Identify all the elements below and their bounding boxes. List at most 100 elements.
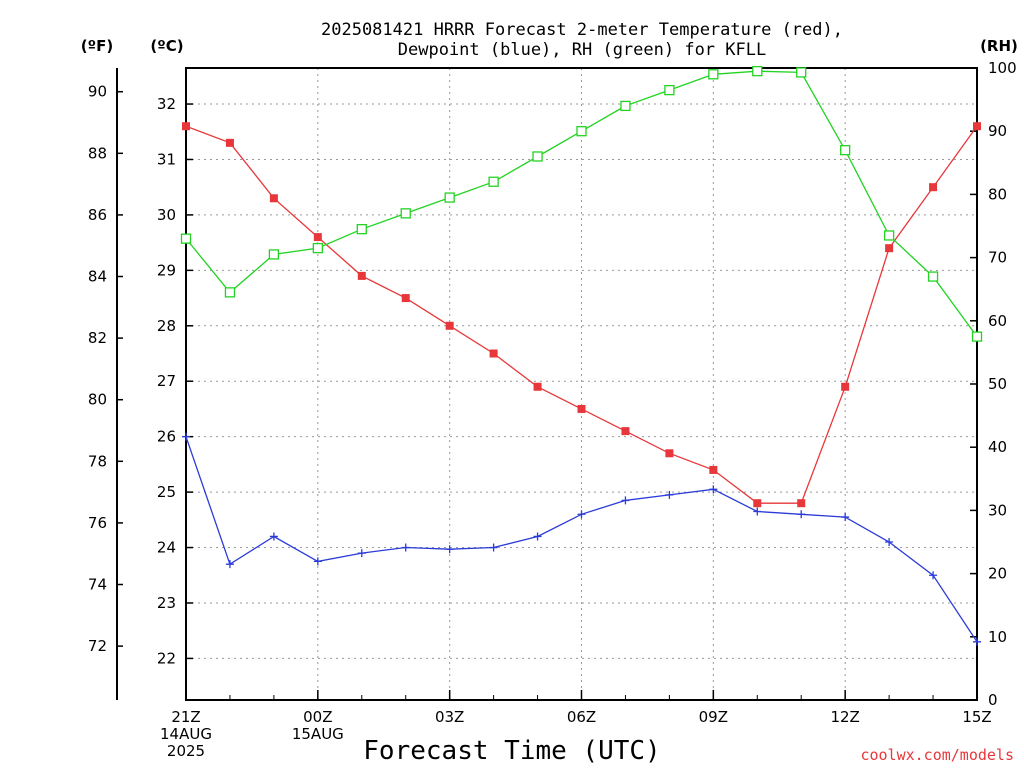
dewpoint-point [533,532,542,541]
rh-tick-label: 30 [988,501,1007,519]
chart-title-line2: Dewpoint (blue), RH (green) for KFLL [398,40,766,60]
temperature-point [357,271,366,280]
rh-tick-label: 0 [988,691,998,709]
celsius-tick-label: 22 [157,649,176,667]
rh-tick-label: 50 [988,375,1007,393]
chart-title-line1: 2025081421 HRRR Forecast 2-meter Tempera… [321,20,843,40]
celsius-tick-label: 24 [157,539,176,557]
temperature-point [621,427,630,436]
rh-tick-label: 60 [988,312,1007,330]
rh-tick-label: 80 [988,185,1007,203]
rh-point [488,176,499,187]
rh-point [840,145,851,156]
celsius-tick-label: 27 [157,372,176,390]
fahrenheit-tick-label: 84 [88,268,107,286]
fahrenheit-tick-label: 86 [88,206,107,224]
rh-point [620,100,631,112]
fahrenheit-unit-label: (ºF) [81,37,113,55]
rh-tick-label: 100 [988,59,1017,77]
dewpoint-point [401,543,410,552]
dewpoint-point [577,510,586,519]
dewpoint-point [489,543,498,552]
axes: 22 23 24 25 26 27 28 29 30 31 32 72 74 76 78 80 82 84 86 88… [88,59,1017,760]
temperature-point [445,321,454,330]
celsius-tick-label: 26 [157,428,176,446]
temperature-point [401,294,410,303]
rh-unit-label: (RH) [980,37,1018,55]
rh-point [268,249,280,260]
x-tick-label: 21Z [171,708,200,726]
temperature-point [313,233,322,242]
x-axis-label: Forecast Time (UTC) [363,736,660,766]
fahrenheit-tick-label: 90 [88,83,107,101]
dewpoint-point [929,571,938,580]
rh-point [356,224,367,235]
fahrenheit-tick-label: 82 [88,329,107,347]
rh-point [927,271,939,282]
celsius-tick-label: 31 [157,150,176,168]
dewpoint-point [665,490,674,499]
fahrenheit-tick-label: 76 [88,514,107,532]
x-tick-label: 15AUG [292,725,344,743]
dewpoint-point [621,496,630,505]
x-tick-label: 12Z [830,708,859,726]
dewpoint-point [841,513,850,522]
temperature-point [269,194,278,203]
dewpoint-point [709,485,718,494]
data-series [180,66,983,646]
rh-point [312,242,323,254]
temperature-point [709,465,718,474]
celsius-tick-label: 32 [157,95,176,113]
rh-point [224,287,236,298]
x-tick-label: 15Z [962,708,991,726]
rh-point [180,233,192,244]
rh-tick-label: 90 [988,122,1007,140]
rh-tick-label: 20 [988,565,1007,583]
rh-point [400,208,411,219]
dewpoint-point [753,507,762,516]
grid [186,68,977,700]
dewpoint-point [225,560,234,569]
rh-point [796,67,807,78]
temperature-point [797,499,806,508]
temperature-point [929,183,938,192]
rh-point [883,230,895,241]
temperature-point [665,449,674,458]
rh-point [708,69,719,80]
celsius-tick-label: 25 [157,483,176,501]
credit-text: coolwx.com/models [860,746,1014,764]
rh-tick-label: 70 [988,249,1007,267]
rh-tick-label: 40 [988,438,1007,456]
fahrenheit-tick-label: 88 [88,144,107,162]
temperature-point [841,382,850,391]
dewpoint-point [182,432,190,441]
fahrenheit-tick-label: 74 [88,576,107,594]
celsius-tick-label: 30 [157,206,176,224]
dewpoint-point [313,557,322,566]
dewpoint-point [797,510,806,519]
temperature-point [225,138,234,147]
rh-tick-label: 10 [988,628,1007,646]
celsius-unit-label: (ºC) [150,37,183,55]
dewpoint-point [885,538,894,546]
fahrenheit-tick-label: 80 [88,391,107,409]
temperature-point [182,122,190,131]
celsius-tick-label: 23 [157,594,176,612]
temperature-point [753,499,762,508]
dewpoint-point [269,532,278,541]
rh-point [664,84,675,96]
x-tick-label: 09Z [699,708,728,726]
rh-point [752,66,763,77]
temperature-point [973,122,981,131]
rh-point [532,151,543,162]
dewpoint-series-line [185,436,978,643]
x-tick-label: 06Z [567,708,596,726]
rh-point [576,126,587,137]
celsius-tick-label: 28 [157,317,176,335]
temperature-point [533,382,542,391]
temperature-point [577,404,586,413]
temperature-point [489,349,498,358]
x-tick-label: 2025 [167,742,205,760]
x-tick-label: 14AUG [160,725,212,743]
